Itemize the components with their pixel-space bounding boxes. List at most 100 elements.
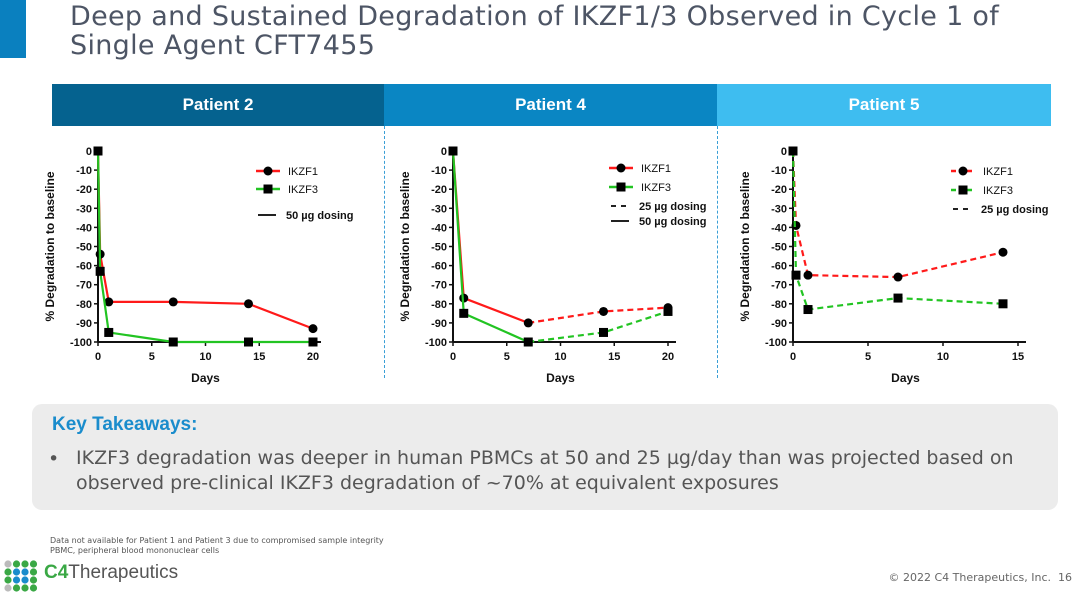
logo-dot bbox=[29, 576, 38, 584]
y-tick-label: -100 bbox=[765, 337, 787, 349]
ikzf1-point bbox=[308, 324, 318, 334]
logo-dot bbox=[21, 560, 29, 568]
ikzf3-point bbox=[459, 308, 469, 318]
y-tick-label: -70 bbox=[431, 280, 447, 292]
y-tick-label: -40 bbox=[76, 222, 92, 234]
legend-label: IKZF1 bbox=[288, 166, 318, 178]
ikzf3-point bbox=[663, 306, 673, 316]
x-tick-label: 20 bbox=[662, 351, 674, 363]
company-logo-text: C4Therapeutics bbox=[44, 562, 178, 584]
y-tick-label: -90 bbox=[76, 318, 92, 330]
y-tick-label: -100 bbox=[70, 337, 92, 349]
y-tick-label: 0 bbox=[441, 146, 447, 158]
y-tick-label: -20 bbox=[771, 184, 787, 196]
ikzf1-point bbox=[893, 272, 903, 282]
ikzf3-point bbox=[893, 293, 903, 303]
y-axis-label: % Degradation to baseline bbox=[398, 171, 412, 321]
logo-dot bbox=[4, 560, 12, 568]
y-tick-label: -50 bbox=[431, 242, 447, 254]
y-tick-label: -90 bbox=[771, 318, 787, 330]
legend-dosing-label: 50 µg dosing bbox=[639, 216, 706, 228]
c4-logo-icon bbox=[4, 560, 38, 592]
x-tick-label: 5 bbox=[504, 351, 510, 363]
y-tick-label: 0 bbox=[781, 146, 787, 158]
x-tick-label: 20 bbox=[307, 351, 319, 363]
logo-name: Therapeutics bbox=[68, 562, 179, 583]
logo-dot bbox=[12, 568, 21, 576]
legend-square-icon bbox=[958, 185, 968, 195]
divider bbox=[384, 126, 385, 378]
y-tick-label: -50 bbox=[771, 242, 787, 254]
x-tick-label: 15 bbox=[1012, 351, 1024, 363]
legend-label: IKZF1 bbox=[641, 163, 671, 175]
y-tick-label: -80 bbox=[431, 299, 447, 311]
y-tick-label: -30 bbox=[771, 203, 787, 215]
legend-circle-icon bbox=[958, 166, 968, 176]
y-tick-label: -70 bbox=[76, 280, 92, 292]
ikzf3-point bbox=[523, 337, 533, 347]
divider bbox=[717, 126, 718, 378]
x-tick-label: 15 bbox=[608, 351, 620, 363]
logo-dot bbox=[12, 560, 21, 568]
y-tick-label: -60 bbox=[771, 261, 787, 273]
copyright: © 2022 C4 Therapeutics, Inc. bbox=[888, 571, 1051, 584]
ikzf1-point bbox=[998, 247, 1008, 257]
y-tick-label: -80 bbox=[76, 299, 92, 311]
ikzf3-point bbox=[791, 270, 801, 280]
ikzf1-point bbox=[244, 299, 253, 309]
ikzf3-point bbox=[448, 146, 458, 156]
x-tick-label: 10 bbox=[554, 351, 566, 363]
y-tick-label: -40 bbox=[431, 222, 447, 234]
x-axis-label: Days bbox=[191, 371, 220, 385]
footnote: Data not available for Patient 1 and Pat… bbox=[50, 536, 384, 545]
y-tick-label: -30 bbox=[431, 203, 447, 215]
y-tick-label: 0 bbox=[86, 146, 92, 158]
logo-dot bbox=[21, 576, 29, 584]
ikzf1-point bbox=[523, 318, 533, 328]
x-tick-label: 10 bbox=[199, 351, 211, 363]
ikzf3-point bbox=[803, 305, 813, 315]
legend-square-icon bbox=[263, 184, 273, 194]
x-tick-label: 10 bbox=[937, 351, 949, 363]
patient-2-header: Patient 2 bbox=[52, 84, 384, 126]
x-tick-label: 0 bbox=[95, 351, 101, 363]
x-tick-label: 5 bbox=[865, 351, 871, 363]
legend-circle-icon bbox=[263, 166, 273, 176]
ikzf1-point bbox=[599, 306, 608, 316]
y-axis-label: % Degradation to baseline bbox=[43, 171, 57, 321]
x-axis-label: Days bbox=[546, 371, 575, 385]
logo-dot bbox=[12, 584, 21, 592]
y-tick-label: -60 bbox=[76, 261, 92, 273]
patient-5-header: Patient 5 bbox=[717, 84, 1051, 126]
ikzf3-point bbox=[93, 146, 103, 156]
y-tick-label: -20 bbox=[76, 184, 92, 196]
takeaway-item: IKZF3 degradation was deeper in human PB… bbox=[76, 447, 1014, 494]
ikzf3-line bbox=[96, 150, 313, 344]
legend-label: IKZF3 bbox=[641, 182, 671, 194]
patient-4-header: Patient 4 bbox=[384, 84, 717, 126]
y-tick-label: -100 bbox=[425, 337, 447, 349]
ikzf1-point bbox=[803, 270, 813, 280]
y-tick-label: -10 bbox=[431, 165, 447, 177]
ikzf1-line bbox=[96, 150, 314, 330]
x-tick-label: 0 bbox=[450, 351, 456, 363]
y-tick-label: -10 bbox=[771, 165, 787, 177]
y-tick-label: -70 bbox=[771, 280, 787, 292]
logo-dot bbox=[12, 576, 21, 584]
key-takeaways-title: Key Takeaways: bbox=[52, 414, 198, 435]
logo-dot bbox=[29, 560, 38, 568]
ikzf1-line bbox=[528, 306, 669, 324]
y-tick-label: -80 bbox=[771, 299, 787, 311]
y-tick-label: -60 bbox=[431, 261, 447, 273]
footer-copyright: © 2022 C4 Therapeutics, Inc. 16 bbox=[888, 571, 1072, 584]
logo-dot bbox=[29, 584, 38, 592]
bullet: • bbox=[48, 448, 60, 470]
ikzf3-point bbox=[244, 337, 253, 347]
legend-circle-icon bbox=[616, 163, 626, 173]
ikzf3-point bbox=[998, 299, 1008, 309]
logo-dot bbox=[29, 568, 38, 576]
